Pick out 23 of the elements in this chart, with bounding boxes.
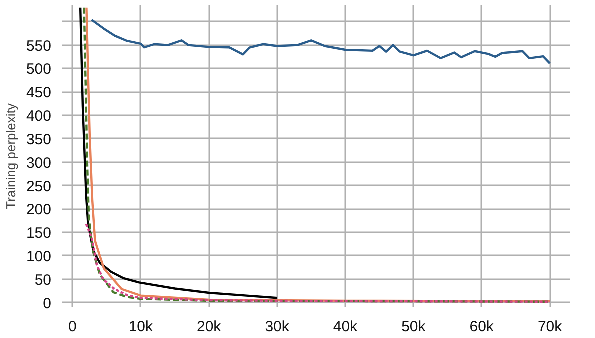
y-tick-label: 400 (26, 108, 52, 126)
y-tick-label: 150 (26, 225, 52, 242)
x-tick-label: 30k (265, 318, 290, 336)
y-tick-label: 300 (26, 154, 52, 172)
y-tick-label: 50 (34, 272, 52, 289)
y-tick-label: 350 (26, 131, 52, 148)
y-tick-label: 450 (26, 84, 52, 102)
line-series (90, 18, 552, 65)
line-series (79, 6, 278, 300)
x-tick-label: 10k (128, 318, 154, 336)
y-tick-label: 0 (43, 295, 52, 312)
x-tick-label: 50k (402, 318, 426, 336)
x-tick-label: 0 (68, 318, 77, 336)
y-tick-label: 500 (26, 61, 52, 78)
y-tick-label: 250 (26, 178, 52, 196)
y-tick-label: 200 (26, 202, 52, 219)
x-tick-label: 40k (333, 318, 358, 336)
x-tick-label: 60k (470, 318, 494, 336)
y-tick-label: 100 (26, 248, 52, 266)
x-tick-label: 70k (538, 318, 563, 336)
y-axis-title: Training perplexity (3, 103, 18, 210)
x-tick-label: 20k (197, 318, 222, 336)
y-tick-label: 550 (26, 38, 52, 55)
